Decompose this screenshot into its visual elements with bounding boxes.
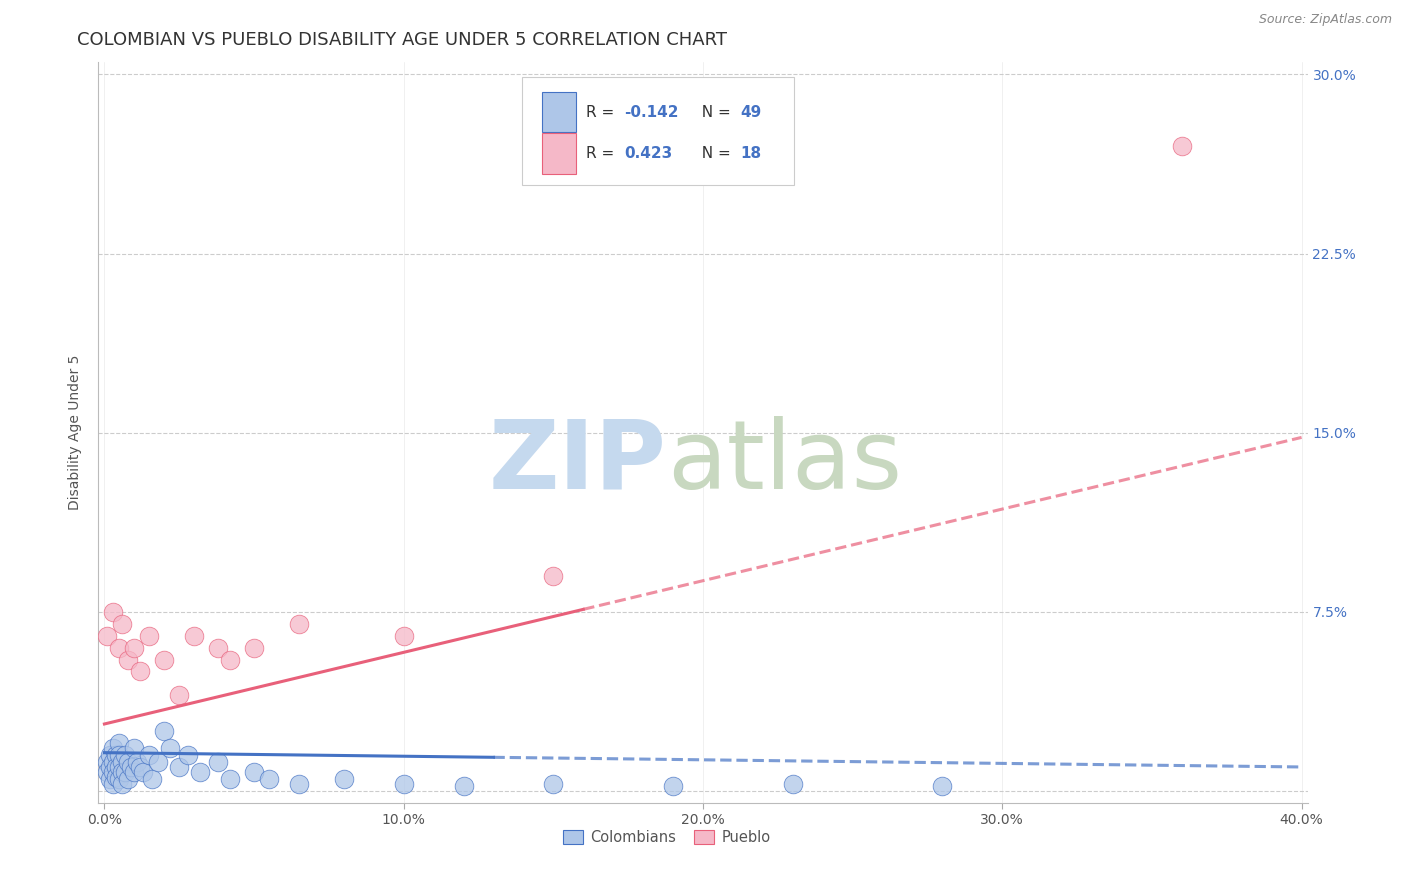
Point <box>177 747 200 762</box>
Point <box>108 640 131 655</box>
Point <box>207 640 229 655</box>
Point <box>105 770 128 784</box>
Point <box>141 772 163 786</box>
Point <box>219 772 242 786</box>
Point <box>207 755 229 769</box>
Point <box>100 747 122 762</box>
Point <box>103 755 125 769</box>
Point <box>103 740 125 755</box>
Point <box>103 777 125 791</box>
Point <box>183 629 205 643</box>
Point <box>129 760 152 774</box>
Point <box>243 640 266 655</box>
Point <box>100 760 122 774</box>
Point <box>117 772 139 786</box>
Point <box>96 629 118 643</box>
Point <box>114 764 136 779</box>
Point <box>129 665 152 679</box>
Point <box>153 652 176 666</box>
Point <box>103 764 125 779</box>
Point <box>243 764 266 779</box>
Point <box>288 616 311 631</box>
Point <box>108 736 131 750</box>
Point <box>124 740 146 755</box>
Point <box>111 616 134 631</box>
Point <box>543 777 565 791</box>
Point <box>288 777 311 791</box>
Point <box>931 779 953 793</box>
Text: N =: N = <box>692 104 735 120</box>
Point <box>333 772 356 786</box>
Point <box>108 747 131 762</box>
Legend: Colombians, Pueblo: Colombians, Pueblo <box>557 824 776 851</box>
Point <box>1171 139 1194 153</box>
Point <box>138 629 160 643</box>
FancyBboxPatch shape <box>522 78 793 185</box>
Point <box>219 652 242 666</box>
Text: -0.142: -0.142 <box>624 104 679 120</box>
Point <box>117 652 139 666</box>
Text: R =: R = <box>586 146 619 161</box>
Text: COLOMBIAN VS PUEBLO DISABILITY AGE UNDER 5 CORRELATION CHART: COLOMBIAN VS PUEBLO DISABILITY AGE UNDER… <box>77 31 727 49</box>
Point <box>392 629 415 643</box>
Point <box>159 740 181 755</box>
Point <box>188 764 211 779</box>
Text: Source: ZipAtlas.com: Source: ZipAtlas.com <box>1258 13 1392 27</box>
Text: 18: 18 <box>741 146 762 161</box>
Point <box>111 764 134 779</box>
Point <box>148 755 170 769</box>
Point <box>105 747 128 762</box>
Text: 0.423: 0.423 <box>624 146 672 161</box>
Text: R =: R = <box>586 104 619 120</box>
Point <box>257 772 280 786</box>
Point <box>124 764 146 779</box>
Point <box>108 760 131 774</box>
Point <box>120 760 142 774</box>
Point <box>167 760 190 774</box>
FancyBboxPatch shape <box>543 133 576 174</box>
Point <box>392 777 415 791</box>
Point <box>167 689 190 703</box>
Y-axis label: Disability Age Under 5: Disability Age Under 5 <box>69 355 83 510</box>
Point <box>453 779 475 793</box>
Point <box>153 724 176 739</box>
Point <box>100 772 122 786</box>
Point <box>108 772 131 786</box>
Point <box>103 605 125 619</box>
Point <box>114 747 136 762</box>
Point <box>127 755 149 769</box>
Point <box>117 755 139 769</box>
Point <box>132 764 155 779</box>
Point <box>138 747 160 762</box>
FancyBboxPatch shape <box>543 92 576 132</box>
Point <box>782 777 804 791</box>
Text: ZIP: ZIP <box>489 416 666 508</box>
Point <box>662 779 685 793</box>
Point <box>111 755 134 769</box>
Text: 49: 49 <box>741 104 762 120</box>
Point <box>96 755 118 769</box>
Text: N =: N = <box>692 146 735 161</box>
Text: atlas: atlas <box>666 416 901 508</box>
Point <box>543 569 565 583</box>
Point <box>96 764 118 779</box>
Point <box>111 777 134 791</box>
Point <box>105 760 128 774</box>
Point <box>124 640 146 655</box>
